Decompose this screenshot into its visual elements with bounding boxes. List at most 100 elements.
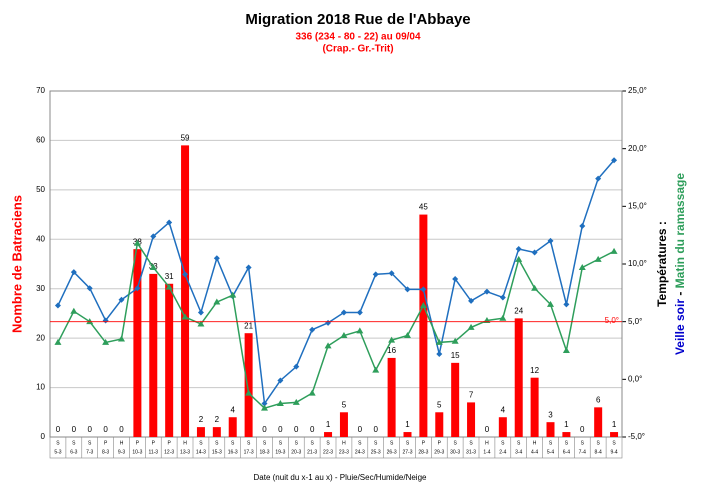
point: [420, 286, 427, 293]
bar: [562, 432, 571, 437]
y-tick-label: 70: [36, 86, 45, 95]
value-label: 3: [548, 410, 553, 419]
legend-label: Veille soir: [673, 299, 687, 355]
weather-label: S: [215, 440, 219, 446]
point: [166, 219, 173, 226]
value-label: 0: [278, 425, 283, 434]
y-tick-label: 10: [36, 383, 45, 392]
x-tick-label: 3-4: [515, 449, 522, 455]
value-label: 0: [358, 425, 363, 434]
weather-label: S: [295, 440, 299, 446]
point: [404, 286, 411, 293]
value-label: 0: [262, 425, 267, 434]
point: [134, 285, 141, 292]
value-label: 45: [419, 203, 428, 212]
point: [594, 255, 602, 262]
value-label: 6: [596, 395, 601, 404]
x-tick-label: 6-4: [563, 449, 570, 455]
point: [276, 400, 284, 407]
point: [181, 313, 189, 320]
weather-label: S: [501, 440, 505, 446]
x-tick-label: 25-3: [371, 449, 381, 455]
x-tick-label: 9-4: [610, 449, 617, 455]
value-label: 24: [514, 306, 523, 315]
value-label: 0: [294, 425, 299, 434]
point: [563, 301, 570, 308]
bar: [339, 412, 348, 437]
point: [70, 307, 78, 314]
point: [70, 269, 77, 276]
y-tick-label: 50: [36, 185, 45, 194]
weather-label: H: [533, 440, 537, 446]
x-tick-label: 17-3: [244, 449, 254, 455]
point: [165, 283, 173, 290]
bar: [530, 377, 539, 437]
bar: [244, 333, 253, 437]
point: [499, 314, 507, 321]
value-label: 4: [230, 405, 235, 414]
x-tick-label: 12-3: [164, 449, 174, 455]
point: [372, 366, 380, 373]
bar: [387, 357, 396, 437]
point: [595, 175, 602, 182]
point: [182, 271, 189, 278]
point: [578, 263, 586, 270]
bar: [610, 432, 619, 437]
value-label: 15: [451, 351, 460, 360]
point: [515, 246, 522, 253]
point: [277, 377, 284, 384]
point: [372, 271, 379, 278]
point: [54, 302, 61, 309]
y-axis-label: Nombre de Batraciens: [9, 195, 24, 333]
point: [293, 363, 300, 370]
x-tick-label: 29-3: [434, 449, 444, 455]
x-tick-label: 7-4: [579, 449, 586, 455]
x-axis-label: Date (nuit du x-1 au x) - Pluie/Sec/Humi…: [254, 473, 428, 482]
weather-label: P: [167, 440, 171, 446]
point: [610, 247, 618, 254]
x-tick-label: 23-3: [339, 449, 349, 455]
bar: [212, 427, 221, 437]
x-tick-label: 5-3: [54, 449, 61, 455]
x-tick-label: 1-4: [483, 449, 490, 455]
value-label: 2: [215, 415, 220, 424]
value-label: 59: [181, 133, 190, 142]
value-label: 7: [469, 391, 474, 400]
point: [562, 347, 570, 353]
point: [118, 335, 125, 342]
y2-tick-label: 5,0°: [628, 317, 642, 326]
y2-tick-label: 0,0°: [628, 374, 642, 383]
line: [57, 241, 615, 410]
value-label: 0: [72, 425, 77, 434]
weather-label: P: [136, 440, 140, 446]
y-tick-label: 60: [36, 136, 45, 145]
x-tick-label: 8-4: [595, 449, 602, 455]
value-label: 1: [612, 420, 617, 429]
x-tick-label: 27-3: [402, 449, 412, 455]
point: [86, 318, 94, 325]
y-tick-label: 30: [36, 284, 45, 293]
y-tick-label: 0: [41, 432, 46, 441]
value-label: 0: [310, 425, 315, 434]
point: [388, 336, 396, 343]
y2-tick-label: 25,0°: [628, 86, 647, 95]
y2-tick-label: -5,0°: [628, 432, 645, 441]
weather-label: S: [565, 440, 569, 446]
value-label: 5: [437, 400, 442, 409]
point: [133, 239, 141, 246]
value-label: 21: [244, 321, 253, 330]
value-label: 1: [405, 420, 410, 429]
value-label: 0: [56, 425, 61, 434]
bar: [419, 214, 428, 437]
point: [308, 389, 316, 396]
point: [404, 332, 411, 339]
bar: [467, 402, 476, 437]
weather-label: S: [358, 440, 362, 446]
x-tick-label: 26-3: [387, 449, 397, 455]
x-tick-label: 31-3: [466, 449, 476, 455]
y-tick-label: 20: [36, 333, 45, 342]
weather-label: S: [231, 440, 235, 446]
value-label: 0: [87, 425, 92, 434]
value-label: 0: [103, 425, 108, 434]
x-tick-label: 11-3: [148, 449, 158, 455]
